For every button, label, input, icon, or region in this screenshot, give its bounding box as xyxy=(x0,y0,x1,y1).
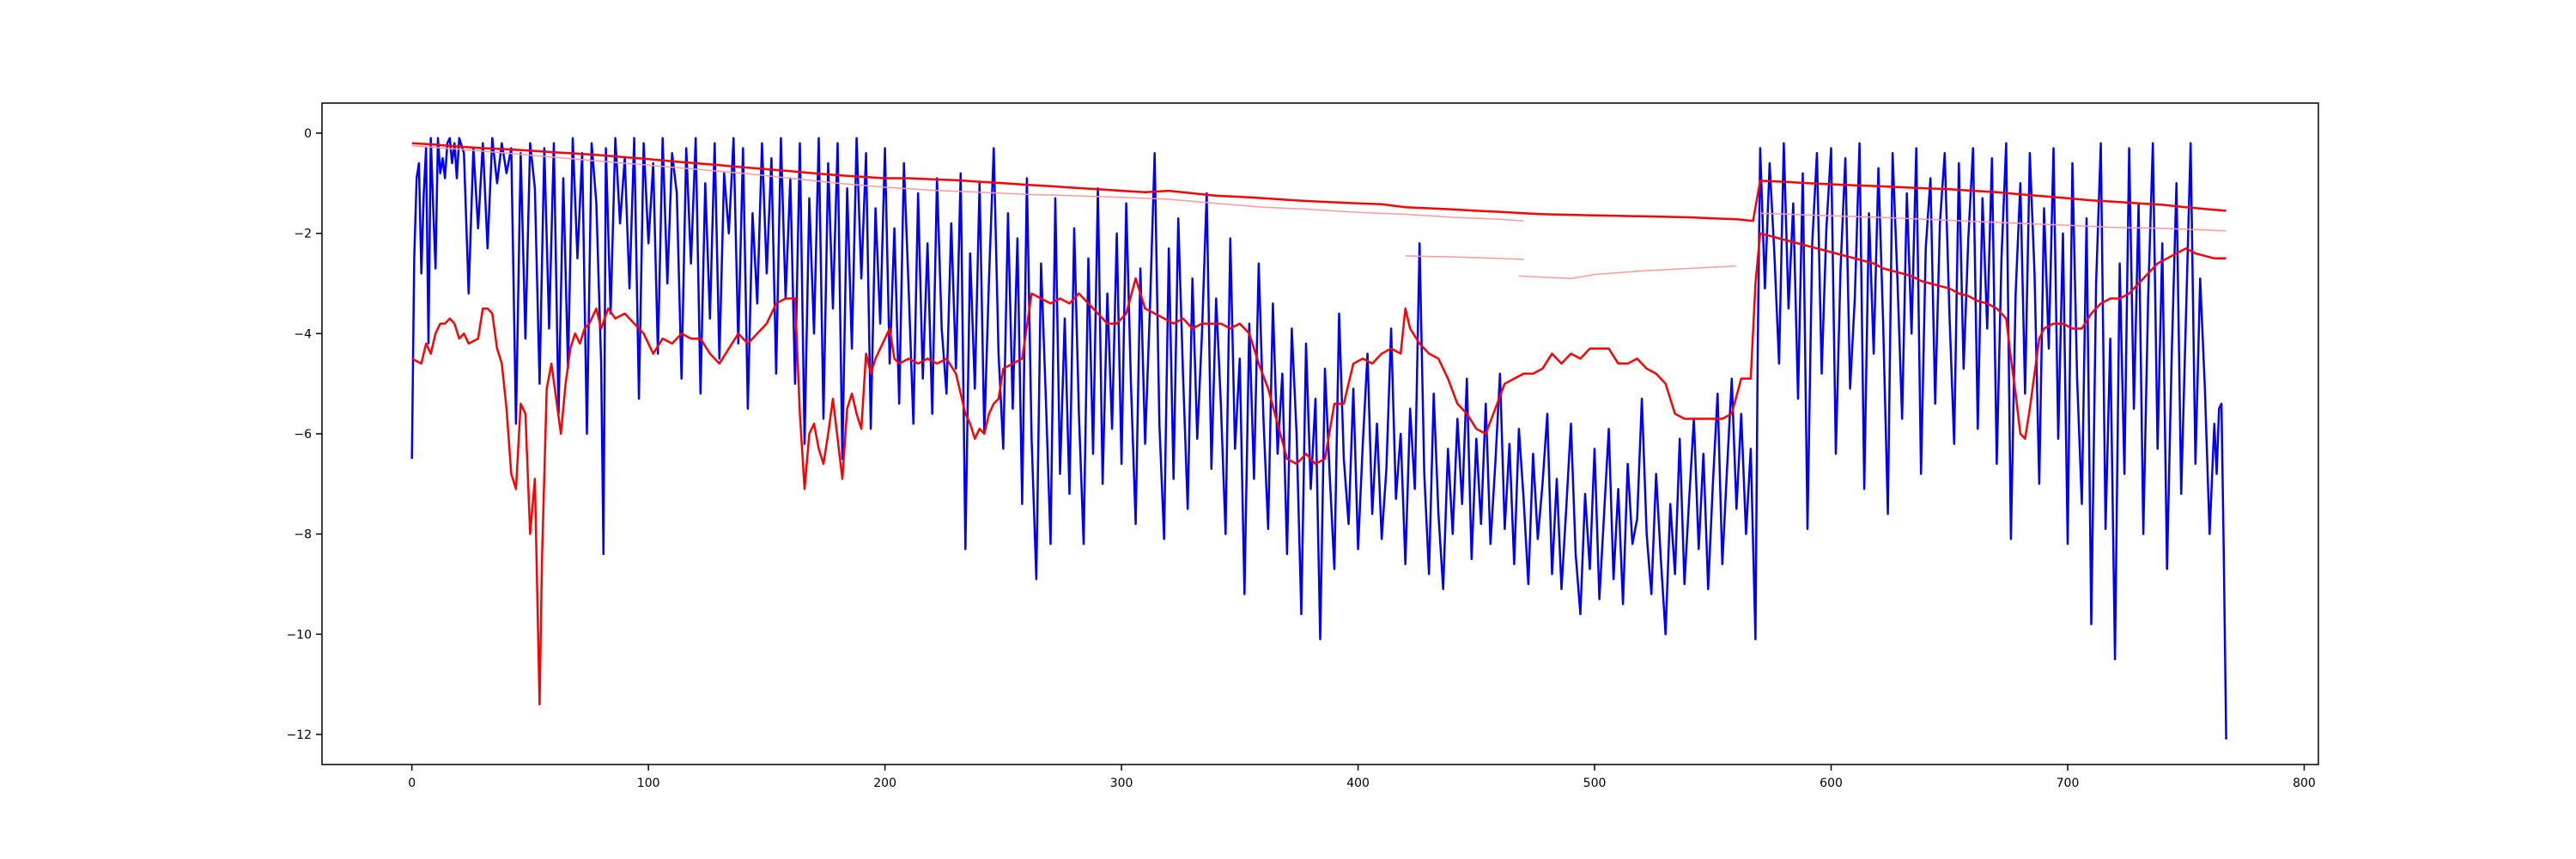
x-tick-label: 400 xyxy=(1346,777,1370,790)
x-tick-label: 0 xyxy=(408,777,416,790)
series-3-line-segment-0 xyxy=(411,144,1524,222)
x-tick-label: 200 xyxy=(873,777,896,790)
x-axis: 0 100 200 300 400 500 600 700 800 xyxy=(408,765,2316,790)
x-tick-label: 100 xyxy=(637,777,660,790)
series-3-line-segment-2 xyxy=(1518,265,1737,279)
x-tick-label: 700 xyxy=(2057,777,2080,790)
y-tick-label: −12 xyxy=(286,728,312,742)
x-tick-label: 600 xyxy=(1820,777,1843,790)
series-3-line-segment-3 xyxy=(1759,212,2227,232)
y-tick-label: −10 xyxy=(286,628,312,642)
y-tick-label: −6 xyxy=(294,428,312,442)
series-layer xyxy=(410,137,2227,740)
y-tick-label: −4 xyxy=(294,327,312,341)
series-2-line xyxy=(411,232,2227,706)
y-tick-label: −2 xyxy=(294,228,312,241)
series-3-line-segment-1 xyxy=(1405,255,1524,260)
x-tick-label: 300 xyxy=(1110,777,1133,790)
series-0-line xyxy=(410,137,2227,740)
y-axis: 0 −2 −4 −6 −8 −10 −12 xyxy=(286,127,322,742)
x-tick-label: 800 xyxy=(2293,777,2316,790)
y-tick-label: 0 xyxy=(304,127,312,141)
series-1-line xyxy=(411,142,2227,222)
y-tick-label: −8 xyxy=(294,528,312,542)
x-tick-label: 500 xyxy=(1583,777,1607,790)
